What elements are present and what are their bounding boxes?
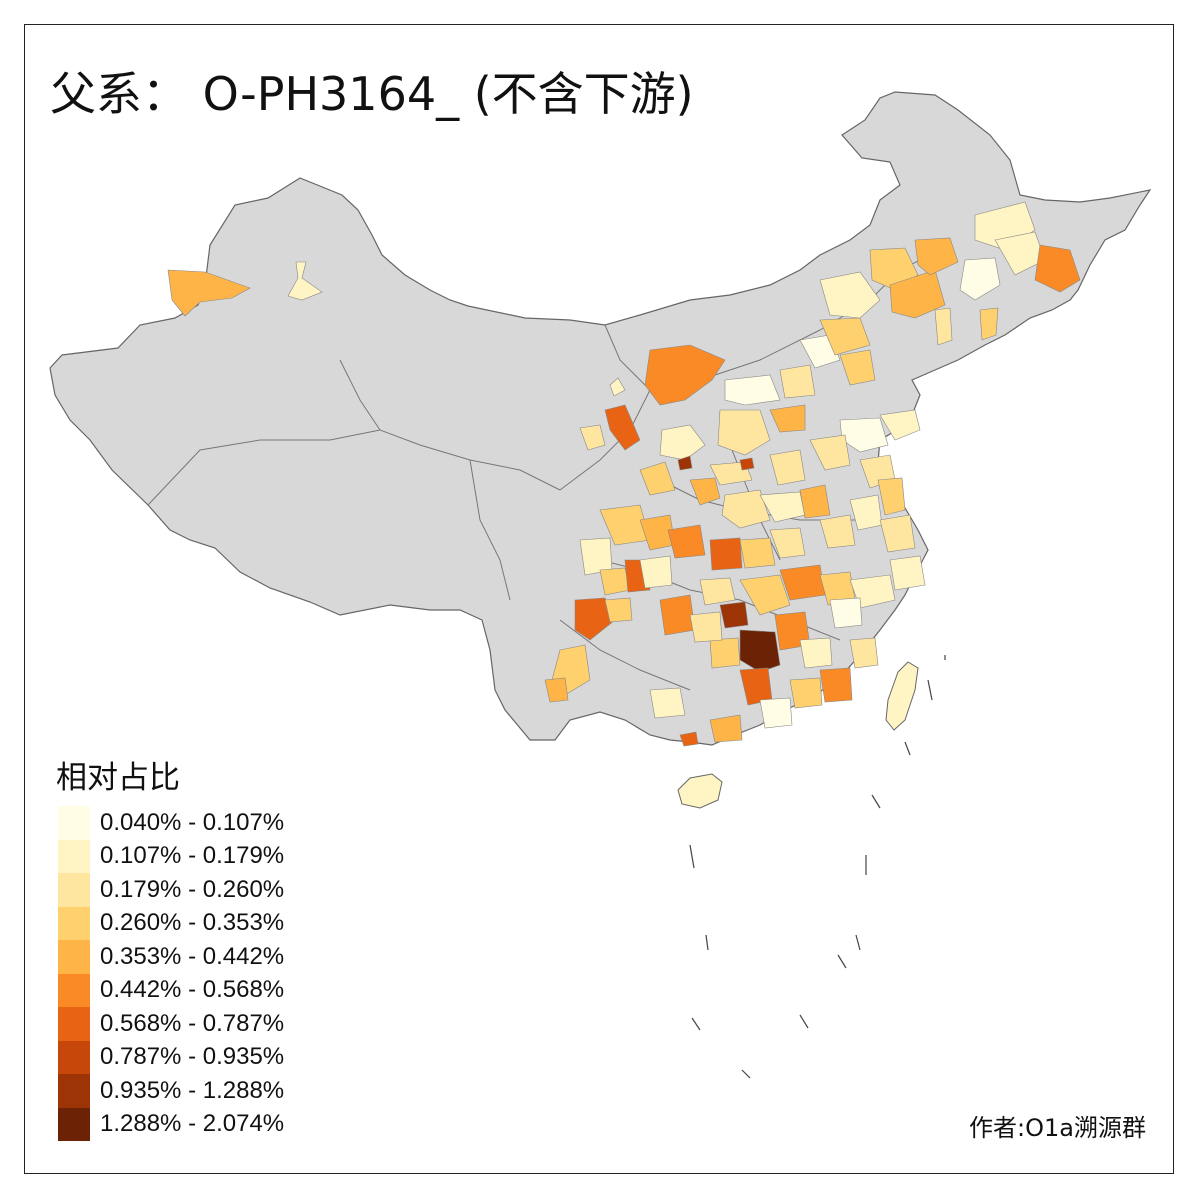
legend-label: 0.442% - 0.568% — [100, 976, 285, 1004]
legend-label: 0.107% - 0.179% — [100, 842, 285, 870]
author-credit: 作者:O1a溯源群 — [969, 1114, 1146, 1142]
legend-swatch — [58, 973, 90, 1007]
legend-item: 1.288% - 2.074% — [58, 1107, 285, 1141]
map-title: 父系： O-PH3164_ (不含下游) — [50, 67, 694, 121]
legend-label: 0.935% - 1.288% — [100, 1076, 285, 1104]
legend-swatch — [58, 873, 90, 907]
legend-swatch — [58, 1107, 90, 1141]
legend-swatch — [58, 1040, 90, 1074]
legend-swatch — [58, 906, 90, 940]
legend-item: 0.107% - 0.179% — [58, 839, 285, 873]
legend-swatch — [58, 806, 90, 840]
legend-label: 1.288% - 2.074% — [100, 1110, 285, 1138]
legend: 0.040% - 0.107% 0.107% - 0.179% 0.179% -… — [58, 806, 284, 1141]
hainan-island — [677, 773, 723, 809]
legend-label: 0.787% - 0.935% — [100, 1043, 285, 1071]
legend-swatch — [58, 940, 90, 974]
legend-label: 0.179% - 0.260% — [100, 875, 285, 903]
legend-swatch — [58, 1007, 90, 1041]
legend-item: 0.040% - 0.107% — [58, 806, 284, 840]
legend-label: 0.260% - 0.353% — [100, 909, 285, 937]
legend-title: 相对占比 — [56, 760, 180, 796]
legend-item: 0.442% - 0.568% — [58, 973, 285, 1007]
scs-islands — [689, 655, 946, 1079]
legend-label: 0.040% - 0.107% — [100, 808, 285, 836]
legend-item: 0.353% - 0.442% — [58, 940, 284, 974]
legend-item: 0.179% - 0.260% — [58, 873, 284, 907]
shaded-regions — [167, 201, 1081, 747]
legend-label: 0.568% - 0.787% — [100, 1009, 285, 1037]
legend-item: 0.935% - 1.288% — [58, 1074, 284, 1108]
legend-swatch — [58, 839, 90, 873]
legend-swatch — [58, 1074, 90, 1108]
legend-item: 0.260% - 0.353% — [58, 906, 285, 940]
taiwan-island — [885, 661, 919, 731]
legend-label: 0.353% - 0.442% — [100, 942, 285, 970]
china-landmass — [49, 91, 1152, 746]
legend-item: 0.787% - 0.935% — [58, 1040, 285, 1074]
legend-item: 0.568% - 0.787% — [58, 1007, 284, 1041]
